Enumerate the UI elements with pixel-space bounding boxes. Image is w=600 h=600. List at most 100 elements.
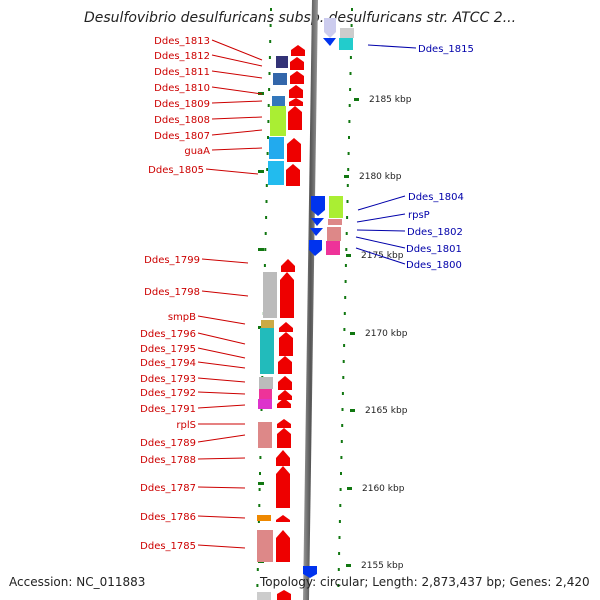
gene-label[interactable]: Ddes_1805	[148, 165, 204, 176]
gene-arrow	[311, 218, 324, 226]
gene-arrow	[277, 428, 291, 448]
left-label-leaders	[197, 39, 263, 549]
gene-arrow	[276, 466, 290, 508]
gene-arrow	[289, 85, 303, 98]
gene-arrow	[288, 106, 302, 130]
gene-arrow	[277, 590, 291, 600]
kbp-label: 2165 kbp	[365, 406, 408, 416]
kbp-label: 2175 kbp	[361, 251, 404, 261]
feature-box	[268, 161, 284, 185]
kbp-label: 2170 kbp	[365, 329, 408, 339]
gene-arrow	[290, 57, 304, 70]
left-gene-labels: Ddes_1813 Ddes_1812 Ddes_1811 Ddes_1810 Ddes…	[140, 36, 210, 552]
gene-arrow	[276, 515, 290, 522]
gene-arrow	[303, 566, 317, 578]
gene-arrow	[278, 390, 292, 400]
feature-box	[272, 96, 285, 106]
gene-label[interactable]: Ddes_1807	[154, 131, 210, 142]
left-feature-boxes	[257, 56, 288, 600]
gene-arrow	[290, 71, 304, 84]
feature-box	[260, 328, 274, 374]
right-feature-track	[337, 8, 353, 587]
gene-label[interactable]: Ddes_1789	[140, 438, 196, 449]
feature-box	[273, 73, 287, 85]
gene-label[interactable]: Ddes_1812	[154, 51, 210, 62]
gene-label[interactable]: Ddes_1787	[140, 483, 196, 494]
gene-label[interactable]: Ddes_1808	[154, 115, 210, 126]
gene-arrow	[287, 138, 301, 162]
gene-arrow	[291, 45, 305, 56]
gene-label[interactable]: Ddes_1800	[406, 260, 462, 271]
topology-label: Topology: circular; Length: 2,873,437 bp…	[260, 575, 590, 589]
kbp-scale: 2185 kbp 2180 kbp 2175 kbp 2170 kbp 2165 kbp…	[258, 92, 412, 571]
gene-label[interactable]: rpsP	[408, 210, 430, 221]
gene-label[interactable]: Ddes_1786	[140, 512, 196, 523]
gene-label[interactable]: Ddes_1810	[154, 83, 210, 94]
gene-arrow	[309, 240, 322, 256]
gene-arrow	[281, 259, 295, 272]
forward-strand-arrows	[303, 18, 336, 578]
gene-label[interactable]: Ddes_1802	[407, 227, 463, 238]
feature-box	[263, 272, 277, 318]
gene-arrow	[279, 332, 293, 356]
gene-label[interactable]: Ddes_1799	[144, 255, 200, 266]
gene-arrow	[276, 530, 290, 562]
gene-label[interactable]: Ddes_1795	[140, 344, 196, 355]
gene-arrow	[276, 450, 290, 466]
kbp-label: 2185 kbp	[369, 95, 412, 105]
feature-box	[258, 399, 272, 409]
feature-box	[328, 219, 342, 225]
gene-arrow	[311, 196, 325, 216]
gene-arrow	[279, 322, 293, 332]
gene-label[interactable]: Ddes_1811	[154, 67, 210, 78]
gene-arrow	[277, 398, 291, 408]
gene-arrow	[324, 18, 336, 38]
gene-arrow	[277, 419, 291, 428]
gene-arrow	[289, 98, 303, 106]
gene-arrow	[323, 38, 336, 46]
gene-label[interactable]: Ddes_1815	[418, 44, 474, 55]
gene-label[interactable]: Ddes_1796	[140, 329, 196, 340]
gene-label[interactable]: Ddes_1804	[408, 192, 464, 203]
gene-label[interactable]: Ddes_1791	[140, 404, 196, 415]
right-label-leaders	[355, 44, 417, 265]
gene-label[interactable]: Ddes_1793	[140, 374, 196, 385]
feature-box	[257, 530, 273, 562]
feature-box	[259, 389, 272, 399]
right-gene-labels: Ddes_1815 Ddes_1804 rpsP Ddes_1802 Ddes_1801…	[406, 44, 474, 271]
gene-label[interactable]: Ddes_1801	[406, 244, 462, 255]
kbp-label: 2155 kbp	[361, 561, 404, 571]
gene-arrow	[286, 164, 300, 186]
feature-box	[340, 28, 354, 38]
gene-label[interactable]: Ddes_1794	[140, 358, 196, 369]
gene-label[interactable]: Ddes_1788	[140, 455, 196, 466]
feature-box	[259, 377, 273, 389]
feature-box	[269, 137, 284, 159]
gene-label[interactable]: guaA	[184, 146, 210, 157]
gene-label[interactable]: Ddes_1798	[144, 287, 200, 298]
feature-box	[327, 227, 341, 241]
feature-box	[270, 106, 286, 136]
right-feature-boxes	[326, 28, 354, 255]
map-title: Desulfovibrio desulfuricans subsp. desul…	[83, 10, 517, 26]
feature-box	[257, 515, 271, 521]
gene-arrow	[278, 376, 292, 390]
gene-arrow	[310, 228, 323, 236]
accession-label: Accession: NC_011883	[9, 575, 146, 589]
reverse-strand-arrows	[276, 45, 305, 600]
gene-label[interactable]: Ddes_1809	[154, 99, 210, 110]
feature-box	[326, 241, 340, 255]
gene-arrow	[278, 356, 292, 374]
gene-label[interactable]: smpB	[168, 312, 196, 323]
gene-label[interactable]: Ddes_1785	[140, 541, 196, 552]
gene-label[interactable]: rplS	[176, 420, 196, 431]
gene-label[interactable]: Ddes_1792	[140, 388, 196, 399]
gene-arrow	[280, 272, 294, 318]
feature-box	[329, 196, 343, 218]
chromosome-backbone	[303, 0, 318, 600]
feature-box	[261, 320, 274, 328]
gene-label[interactable]: Ddes_1813	[154, 36, 210, 47]
feature-box	[276, 56, 288, 68]
feature-box	[258, 422, 272, 448]
